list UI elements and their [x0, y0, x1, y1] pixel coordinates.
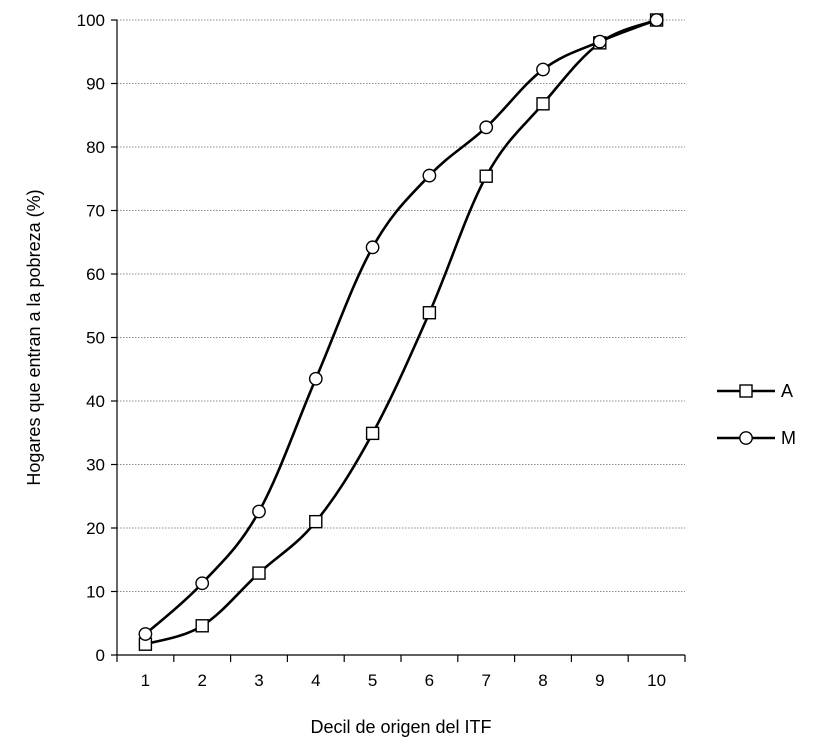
y-tick-label: 40: [86, 392, 105, 411]
series-line-m: [144, 18, 658, 636]
series-a: [138, 13, 664, 651]
data-point-m: [592, 34, 607, 49]
y-tick-label: 10: [86, 583, 105, 602]
data-point-m: [252, 504, 266, 519]
data-point-a: [195, 619, 209, 633]
series-group: [138, 13, 664, 651]
x-tick-label: 5: [368, 671, 377, 690]
series-line-a: [144, 18, 658, 646]
legend-label-a: A: [781, 381, 793, 401]
y-tick-labels: 0 10 20 30 40 50 60 70 80 90 100: [77, 11, 117, 665]
legend: AM: [717, 381, 796, 448]
y-tick-label: 70: [86, 202, 105, 221]
gridlines: [117, 19, 685, 592]
x-tick-labels: 1 2 3 4 5 6 7 8 9 10: [116, 655, 686, 690]
y-tick-label: 20: [86, 519, 105, 538]
data-point-a: [536, 97, 550, 111]
x-tick-label: 4: [311, 671, 320, 690]
data-point-m: [649, 13, 664, 27]
data-point-m: [422, 168, 437, 183]
x-tick-label: 10: [647, 671, 666, 690]
data-point-m: [308, 371, 323, 386]
x-tick-label: 2: [197, 671, 206, 690]
x-tick-label: 7: [481, 671, 490, 690]
data-point-m: [365, 240, 380, 255]
legend-marker-m: [739, 431, 753, 445]
data-point-a: [422, 306, 437, 320]
data-point-m: [479, 120, 494, 135]
legend-label-m: M: [781, 428, 796, 448]
x-tick-label: 8: [538, 671, 547, 690]
legend-item-m: M: [717, 428, 796, 448]
legend-marker-a: [739, 384, 753, 398]
data-point-m: [195, 576, 210, 591]
y-tick-label: 90: [86, 75, 105, 94]
data-point-m: [138, 627, 153, 641]
y-tick-label: 50: [86, 329, 105, 348]
data-point-a: [479, 169, 493, 183]
series-m: [138, 13, 664, 641]
x-tick-label: 3: [254, 671, 263, 690]
y-axis-title: Hogares que entran a la pobreza (%): [24, 189, 44, 485]
y-tick-label: 80: [86, 138, 105, 157]
data-point-a: [309, 514, 323, 529]
x-tick-label: 9: [595, 671, 604, 690]
data-point-a: [252, 566, 266, 580]
y-tick-label: 30: [86, 456, 105, 475]
legend-item-a: A: [717, 381, 793, 401]
y-tick-label: 60: [86, 265, 105, 284]
y-tick-label: 100: [77, 11, 105, 30]
x-axis-title: Decil de origen del ITF: [310, 717, 491, 737]
x-tick-label: 6: [425, 671, 434, 690]
data-point-a: [365, 426, 380, 441]
y-tick-label: 0: [96, 646, 105, 665]
x-tick-label: 1: [141, 671, 150, 690]
data-point-m: [536, 62, 550, 77]
